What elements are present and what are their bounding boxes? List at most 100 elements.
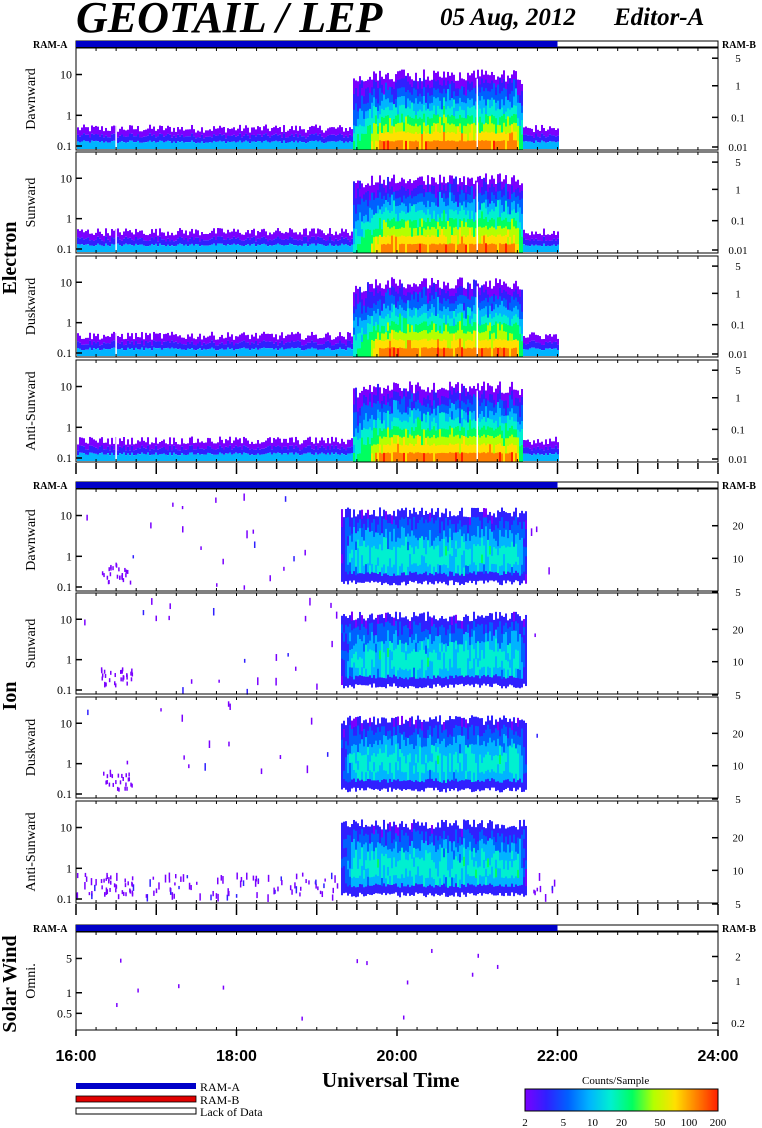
legend-swatch-lack-of-data [75,1107,197,1115]
solar-wind-ram-bar-ram-a-segment [76,925,558,931]
legend-label-ram-a: RAM-A [200,1080,241,1094]
ion-panel-anti-sunward-left-tick-label: 0.1 [57,892,72,906]
electron-panel-duskward-left-tick-label: 0.1 [57,346,72,360]
colorbar-tick-label: 50 [654,1117,666,1128]
ion-panel-duskward-left-tick-label: 0.1 [57,787,72,801]
ion-panel-duskward-label: Duskward [24,719,39,777]
ion-panel-anti-sunward-right-tick-label: 5 [735,899,741,911]
electron-panel-sunward-right-tick-label: 1 [735,184,741,196]
electron-panel-duskward-left-tick-label: 1 [66,316,72,330]
solar-wind-panel-omni-frame [75,931,719,1031]
colorbar-tick-label: 2 [522,1117,528,1128]
electron-panel-anti-sunward-right-tick-label: 0.01 [728,454,747,466]
ion-ram-bar-label-left: RAM-A [33,481,68,492]
electron-heatmap-1 [77,173,559,253]
ion-panel-dawnward-left-tick-label: 0.1 [57,580,72,594]
ion-heatmap-3 [76,819,556,902]
solar-wind-ram-bar-label-left: RAM-A [33,924,68,935]
x-tick-label: 24:00 [698,1048,739,1065]
x-tick-label: 16:00 [56,1048,97,1065]
electron-panel-dawnward-right-tick-label: 1 [735,81,741,93]
ion-time-ticks [75,904,719,915]
ion-panel-dawnward-left-tick-label: 10 [60,509,72,523]
electron-heatmap-3 [77,381,559,462]
electron-panel-dawnward-label: Dawnward [24,68,39,129]
colorbar-tick-label: 5 [561,1117,567,1128]
ion-panel-dawnward-left-tick-label: 1 [66,549,72,563]
ion-heatmap-0 [86,493,550,590]
electron-panel-dawnward-right-tick-label: 0.01 [728,142,747,154]
solar-wind-panel-omni-left-tick-label: 0.5 [57,1006,72,1020]
electron-ram-bar-label-left: RAM-A [33,40,68,51]
solar-wind-panel-omni-label: Omni. [24,963,39,998]
legend-label-lack-of-data: Lack of Data [200,1105,263,1119]
electron-heatmap-0 [77,69,559,150]
electron-panel-anti-sunward-right-tick-label: 0.1 [731,424,745,436]
solar-wind-panel-omni-right-tick-label: 0.2 [731,1018,745,1030]
electron-time-ticks [75,463,719,474]
electron-panel-sunward-right-tick-label: 5 [735,157,741,169]
ion-panel-dawnward-right-tick-label: 5 [735,587,741,599]
x-axis-title: Universal Time [322,1068,460,1092]
ion-ram-bar-label-right: RAM-B [722,481,756,492]
electron-heatmap-2 [77,277,559,357]
ion-group-label: Ion [0,682,21,711]
colorbar-title: Counts/Sample [582,1075,650,1087]
editor-label: Editor-A [614,4,705,31]
ion-panel-sunward-right-tick-label: 10 [733,657,745,669]
ion-panel-anti-sunward-left-tick-label: 1 [66,861,72,875]
electron-group-label: Electron [0,222,21,295]
electron-panel-dawnward-right-tick-label: 0.1 [731,112,745,124]
ion-panel-anti-sunward-right-tick-label: 20 [733,833,745,845]
ion-panel-sunward-label: Sunward [24,619,39,669]
colorbar-tick-label: 100 [681,1117,698,1128]
electron-panel-sunward-label: Sunward [24,178,39,228]
colorbar-tick-label: 200 [710,1117,727,1128]
electron-panel-dawnward-left-tick-label: 1 [66,108,72,122]
electron-panel-dawnward-right-tick-label: 5 [735,53,741,65]
electron-panel-dawnward-left-tick-label: 0.1 [57,139,72,153]
ion-panel-anti-sunward-label: Anti-Sunward [24,812,39,891]
electron-ram-bar-ram-a-segment [76,41,558,47]
ion-panel-anti-sunward-left-tick-label: 10 [60,821,72,835]
solar-wind-speckles [116,948,499,1021]
electron-panel-sunward-left-tick-label: 0.1 [57,242,72,256]
electron-panel-anti-sunward-left-tick-label: 10 [60,380,72,394]
electron-panel-anti-sunward-left-tick-label: 0.1 [57,451,72,465]
colorbar [524,1088,719,1112]
ion-heatmap-2 [87,701,538,793]
legend-label-ram-b: RAM-B [200,1093,240,1107]
ion-panel-duskward-right-tick-label: 5 [735,794,741,806]
ion-ram-bar-ram-a-segment [76,482,558,488]
ion-panel-sunward-left-tick-label: 10 [60,612,72,626]
ion-panel-duskward-left-tick-label: 10 [60,716,72,730]
ion-panel-duskward-left-tick-label: 1 [66,757,72,771]
ion-panel-anti-sunward-right-tick-label: 10 [733,865,745,877]
colorbar-tick-label: 10 [587,1117,599,1128]
electron-panel-sunward-right-tick-label: 0.01 [728,245,747,257]
solar-wind-panel-omni-left-tick-label: 1 [66,986,72,1000]
electron-panel-duskward-label: Duskward [24,278,39,336]
date-label: 05 Aug, 2012 [440,4,576,31]
electron-panel-duskward-right-tick-label: 5 [735,261,741,273]
ion-heatmap-1 [84,597,536,695]
electron-panel-anti-sunward-label: Anti-Sunward [24,371,39,450]
legend-swatch-ram-a [76,1083,196,1089]
ion-panel-sunward-left-tick-label: 1 [66,653,72,667]
electron-panel-duskward-right-tick-label: 0.1 [731,320,745,332]
ion-panel-dawnward-right-tick-label: 20 [733,521,745,533]
x-tick-label: 20:00 [377,1048,418,1065]
electron-panel-anti-sunward-right-tick-label: 5 [735,365,741,377]
electron-panel-duskward-right-tick-label: 0.01 [728,349,747,361]
electron-panel-duskward-right-tick-label: 1 [735,288,741,300]
electron-panel-sunward-left-tick-label: 10 [60,171,72,185]
ion-panel-sunward-right-tick-label: 20 [733,624,745,636]
solar-wind-panel-omni-left-tick-label: 5 [66,951,72,965]
electron-panel-sunward-left-tick-label: 1 [66,212,72,226]
ion-panel-sunward-right-tick-label: 5 [735,690,741,702]
ion-panel-duskward-right-tick-label: 10 [733,761,745,773]
electron-ram-bar-label-right: RAM-B [722,40,756,51]
ion-panel-dawnward-right-tick-label: 10 [733,553,745,565]
